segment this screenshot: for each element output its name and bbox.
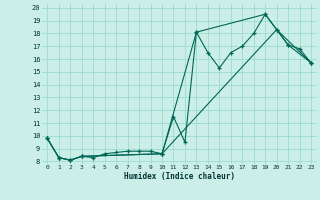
X-axis label: Humidex (Indice chaleur): Humidex (Indice chaleur) [124,172,235,181]
